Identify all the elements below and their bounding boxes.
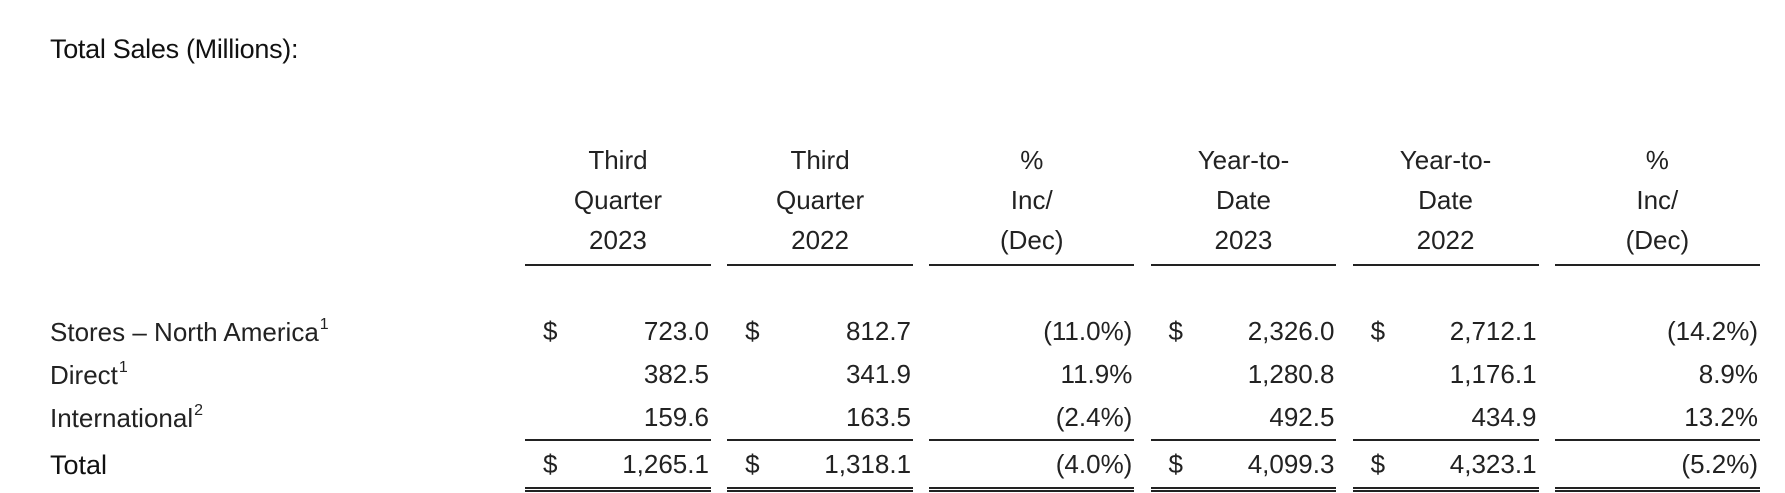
column-header-q3-2023: Third Quarter 2023 (525, 140, 711, 266)
page-title: Total Sales (Millions): (50, 34, 299, 64)
cell-ytd-change: 13.2% (1684, 402, 1758, 432)
footnote-marker: 1 (319, 315, 329, 333)
cell-q3-change: 11.9% (1060, 359, 1133, 389)
currency-symbol: $ (727, 439, 772, 492)
cell-q3-2022: 341.9 (845, 359, 912, 389)
cell-ytd-change: 8.9% (1698, 359, 1758, 389)
table-row: International2 159.6 163.5 (2.4%) 492.5 … (50, 396, 1760, 439)
cell-ytd-2022: 434.9 (1471, 402, 1537, 432)
column-header-q3-2022: Third Quarter 2022 (727, 140, 914, 266)
header-label-spacer (50, 140, 525, 266)
row-label: Direct1 (50, 358, 128, 390)
sales-table: Third Quarter 2023 Third Quarter 2022 % … (50, 140, 1760, 492)
currency-symbol: $ (1150, 439, 1195, 492)
currency-symbol: $ (1370, 316, 1386, 346)
cell-ytd-2023: 1,280.8 (1247, 359, 1335, 389)
footnote-marker: 1 (118, 358, 128, 376)
total-q3-2023: 1,265.1 (569, 439, 711, 492)
cell-q3-2023: 159.6 (643, 402, 709, 432)
cell-q3-change: (2.4%) (1055, 402, 1133, 432)
cell-q3-2023: 382.5 (643, 359, 709, 389)
table-row: Direct1 382.5 341.9 11.9% 1,280.8 1,176.… (50, 353, 1760, 396)
column-header-ytd-2023: Year-to- Date 2023 (1150, 140, 1337, 266)
cell-q3-2022: 163.5 (845, 402, 912, 432)
cell-ytd-2023: 492.5 (1269, 402, 1335, 432)
row-label: International2 (50, 401, 204, 433)
total-q3-change: (4.0%) (929, 439, 1135, 492)
table-header-row: Third Quarter 2023 Third Quarter 2022 % … (50, 140, 1760, 266)
currency-symbol: $ (1168, 316, 1183, 346)
cell-ytd-2023: 2,326.0 (1247, 316, 1335, 346)
currency-symbol: $ (745, 316, 760, 346)
cell-ytd-2022: 2,712.1 (1449, 316, 1537, 346)
cell-ytd-change: (14.2%) (1666, 316, 1758, 346)
cell-ytd-2022: 1,176.1 (1449, 359, 1537, 389)
footnote-marker: 2 (194, 401, 204, 419)
row-label: Stores – North America1 (50, 315, 329, 347)
column-header-q3-change: % Inc/ (Dec) (929, 140, 1135, 266)
total-ytd-2023: 4,099.3 (1194, 439, 1337, 492)
column-header-ytd-change: % Inc/ (Dec) (1554, 140, 1760, 266)
cell-q3-2023: 723.0 (643, 316, 709, 346)
total-q3-2022: 1,318.1 (771, 439, 914, 492)
currency-symbol: $ (1352, 439, 1398, 492)
table-row: Stores – North America1 $ 723.0 $ 812.7 … (50, 310, 1760, 353)
total-ytd-change: (5.2%) (1554, 439, 1760, 492)
currency-symbol: $ (543, 316, 558, 346)
cell-q3-2022: 812.7 (845, 316, 912, 346)
total-ytd-2022: 4,323.1 (1397, 439, 1539, 492)
column-header-ytd-2022: Year-to- Date 2022 (1352, 140, 1539, 266)
total-label: Total (50, 450, 108, 480)
table-total-row: Total $ 1,265.1 $ 1,318.1 (4.0%) $ 4,099… (50, 439, 1760, 492)
cell-q3-change: (11.0%) (1043, 316, 1133, 346)
currency-symbol: $ (525, 439, 570, 492)
